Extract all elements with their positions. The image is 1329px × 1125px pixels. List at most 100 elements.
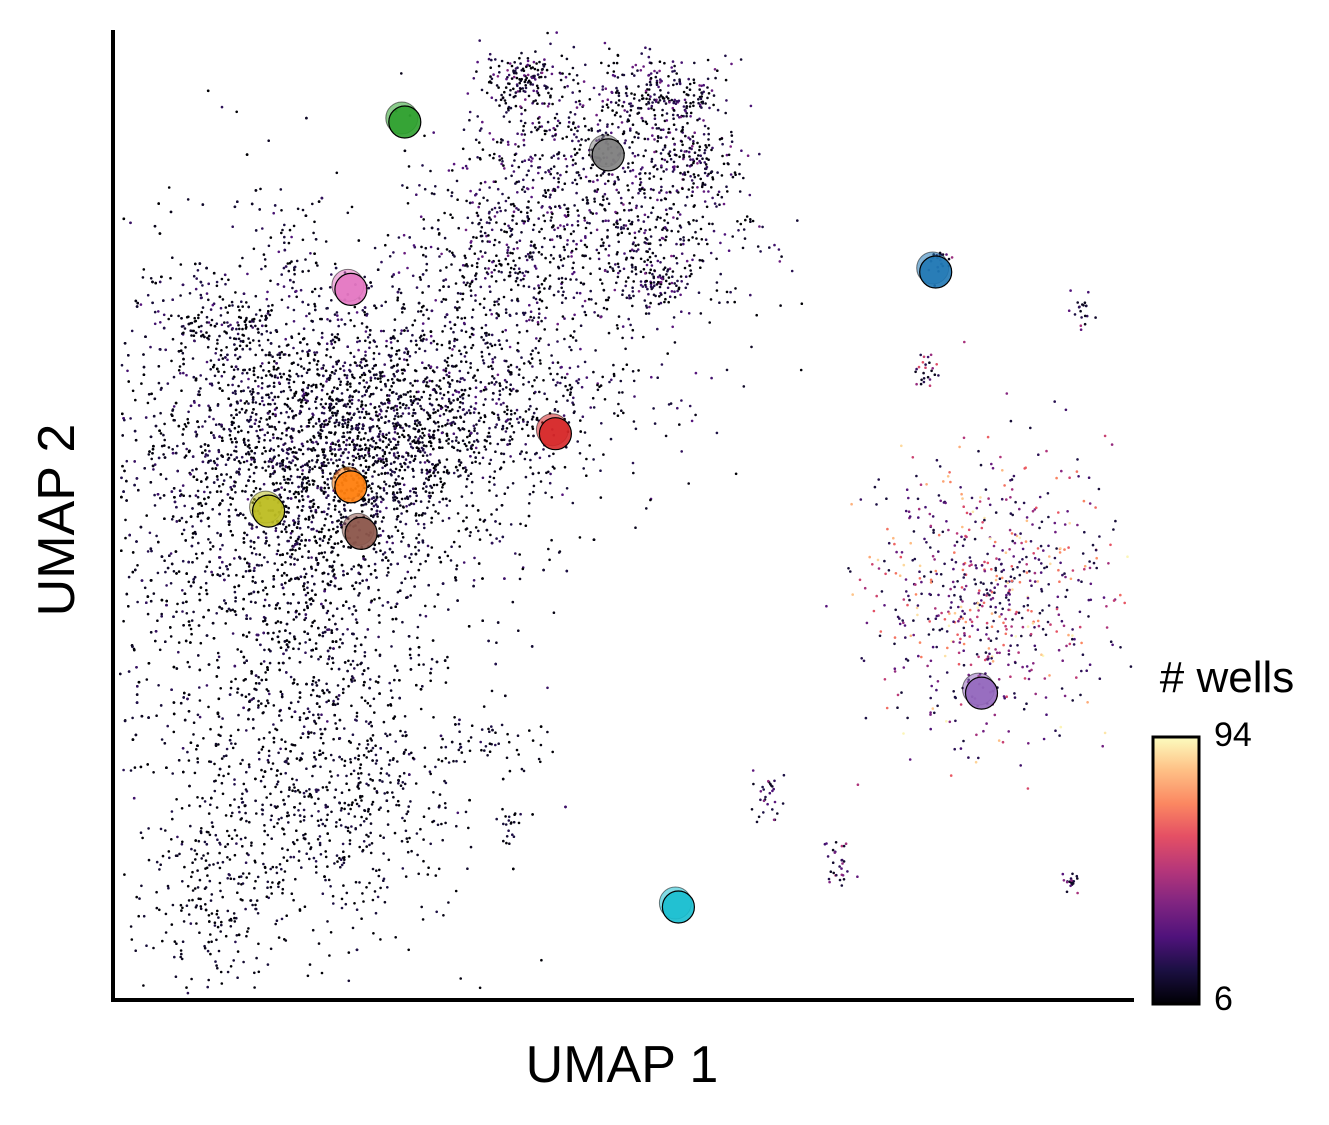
background-point: [281, 462, 284, 466]
background-point: [130, 329, 134, 333]
background-point: [336, 525, 339, 529]
background-point: [412, 502, 416, 506]
background-point: [251, 580, 254, 583]
background-point: [390, 275, 394, 278]
background-point: [277, 366, 280, 370]
background-point: [265, 330, 269, 333]
background-point: [355, 948, 359, 952]
background-point: [506, 486, 510, 489]
background-point: [237, 425, 241, 428]
background-point: [500, 452, 503, 455]
background-point: [205, 266, 208, 270]
background-point: [271, 412, 275, 416]
background-point: [410, 445, 413, 449]
background-point: [151, 447, 155, 451]
background-point: [298, 814, 302, 817]
background-point: [414, 419, 417, 423]
background-point: [229, 503, 233, 506]
background-point: [470, 491, 474, 495]
background-point: [289, 461, 293, 465]
background-point: [178, 365, 182, 368]
background-point: [122, 490, 125, 493]
background-point: [227, 278, 230, 282]
background-point: [527, 408, 531, 411]
background-point: [346, 424, 349, 427]
background-point: [286, 552, 289, 555]
background-point: [242, 460, 246, 464]
background-point: [374, 410, 378, 414]
background-point: [343, 361, 347, 365]
background-point: [368, 429, 372, 433]
background-point: [319, 436, 323, 440]
background-point: [380, 304, 384, 308]
background-point: [315, 440, 318, 444]
background-point: [157, 365, 161, 368]
background-point: [395, 507, 399, 511]
background-point: [295, 295, 299, 299]
background-point: [386, 394, 389, 397]
background-point: [367, 449, 371, 452]
background-point: [375, 495, 379, 498]
background-point: [382, 720, 386, 724]
background-point: [125, 459, 129, 463]
background-point: [306, 447, 310, 451]
background-point: [287, 381, 291, 385]
background-point: [433, 474, 437, 478]
background-point: [367, 587, 370, 590]
background-point: [428, 402, 432, 406]
background-point: [209, 368, 212, 371]
background-point: [489, 533, 492, 537]
background-point: [292, 519, 295, 522]
background-point: [338, 421, 341, 425]
background-point: [292, 618, 296, 621]
background-point: [176, 444, 179, 448]
background-point: [167, 317, 170, 321]
background-point: [306, 606, 310, 610]
background-point: [287, 465, 291, 469]
background-point: [437, 512, 440, 515]
background-point: [364, 443, 367, 447]
background-point: [323, 551, 327, 554]
background-point: [271, 637, 274, 641]
background-point: [576, 440, 579, 443]
background-point: [494, 425, 497, 429]
background-point: [509, 383, 512, 387]
background-point: [206, 89, 210, 93]
background-point: [502, 295, 506, 299]
background-point: [484, 448, 488, 451]
background-point: [228, 563, 232, 566]
background-point: [180, 389, 183, 393]
background-point: [308, 368, 311, 371]
background-point: [333, 262, 337, 266]
background-point: [253, 460, 256, 464]
background-point: [131, 738, 135, 741]
background-point: [345, 438, 349, 442]
background-point: [314, 508, 318, 512]
background-point: [186, 198, 190, 201]
background-point: [322, 448, 326, 451]
background-point: [277, 437, 280, 440]
background-point: [299, 409, 302, 413]
background-point: [333, 495, 337, 499]
background-point: [512, 387, 515, 391]
background-point: [207, 334, 211, 338]
background-point: [368, 426, 372, 430]
background-point: [295, 609, 298, 613]
background-point: [392, 630, 395, 633]
background-point: [212, 271, 216, 275]
background-point: [299, 404, 303, 408]
background-point: [447, 471, 451, 475]
background-point: [197, 502, 200, 505]
background-point: [220, 607, 224, 610]
background-point: [149, 481, 153, 484]
background-point: [234, 389, 237, 393]
background-point: [447, 516, 451, 520]
background-point: [135, 701, 139, 704]
background-point: [416, 419, 419, 422]
background-point: [488, 489, 491, 492]
background-point: [302, 584, 305, 588]
background-point: [309, 602, 313, 606]
background-point: [439, 392, 442, 395]
background-point: [221, 499, 224, 502]
background-point: [400, 497, 404, 501]
